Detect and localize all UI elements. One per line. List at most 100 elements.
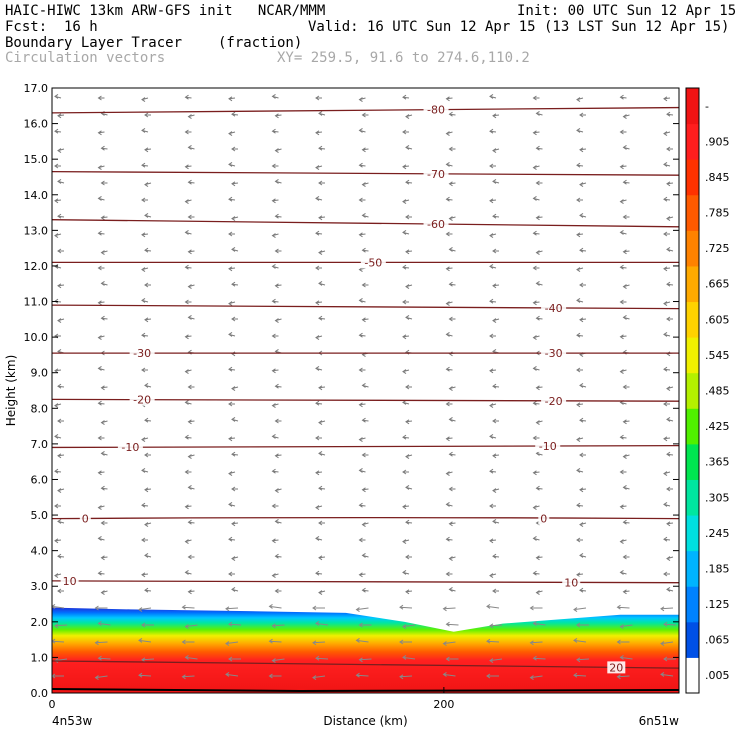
circulation-vector — [271, 538, 279, 544]
circulation-vector — [57, 488, 65, 494]
circulation-vector — [355, 607, 369, 613]
circulation-vector — [225, 606, 239, 612]
circulation-vector — [405, 314, 413, 320]
circulation-vector — [663, 161, 671, 167]
circulation-vector — [445, 266, 453, 272]
circulation-vector — [576, 402, 584, 408]
colorbar-label: .545 — [705, 349, 730, 362]
circulation-vector — [489, 538, 497, 544]
circulation-vector — [532, 620, 546, 626]
circulation-vector — [184, 624, 198, 630]
circulation-vector — [622, 384, 630, 390]
circulation-vector — [619, 164, 627, 170]
circulation-vector — [100, 145, 108, 151]
circulation-vector — [402, 369, 410, 375]
circulation-vector — [445, 231, 453, 237]
colorbar-swatch — [686, 657, 699, 694]
circulation-vector — [271, 403, 279, 409]
circulation-vector — [274, 213, 282, 219]
isotherm-label: -10 — [539, 440, 557, 453]
circulation-vector — [622, 454, 630, 460]
circulation-vector — [576, 162, 584, 168]
circulation-vector — [315, 365, 323, 371]
circulation-vector — [445, 501, 453, 507]
circulation-vector — [141, 127, 149, 133]
circulation-vector — [448, 111, 456, 117]
circulation-vector — [622, 484, 630, 490]
circulation-vector — [57, 588, 64, 594]
circulation-vector — [228, 401, 235, 407]
circulation-vector — [361, 587, 369, 593]
circulation-vector — [228, 301, 236, 307]
y-tick-label: 17.0 — [24, 82, 49, 95]
circulation-vector — [141, 572, 149, 578]
colorbar-label: .845 — [705, 171, 730, 184]
circulation-vector — [663, 621, 677, 627]
circulation-vector — [100, 520, 108, 526]
circulation-vector — [405, 589, 413, 595]
circulation-vector — [445, 621, 459, 627]
circulation-vector — [492, 318, 500, 324]
circulation-vector — [402, 299, 409, 305]
circulation-vector — [54, 623, 68, 629]
circulation-vector — [492, 148, 500, 154]
circulation-vector — [622, 179, 630, 185]
circulation-vector — [663, 436, 671, 442]
colorbar-swatch — [686, 372, 699, 409]
circulation-vector — [315, 620, 329, 626]
y-tick-label: 4.0 — [31, 545, 49, 558]
circulation-vector — [274, 113, 282, 119]
circulation-vector — [445, 401, 453, 407]
circulation-vector — [445, 131, 453, 137]
circulation-vector — [663, 301, 671, 307]
circulation-vector — [231, 486, 238, 492]
circulation-vector — [576, 127, 584, 133]
circulation-vector — [231, 521, 239, 527]
circulation-vector — [622, 314, 630, 320]
circulation-vector — [445, 96, 453, 102]
circulation-vector — [184, 399, 192, 405]
y-tick-label: 7.0 — [31, 438, 49, 451]
circulation-vector — [663, 656, 676, 662]
circulation-vector — [361, 112, 369, 118]
circulation-vector — [315, 470, 323, 476]
circulation-vector — [492, 588, 499, 594]
circulation-vector — [231, 351, 239, 357]
circulation-vector — [402, 94, 410, 100]
circulation-vector — [318, 315, 326, 321]
circulation-vector — [358, 297, 366, 303]
circulation-vector — [274, 283, 282, 289]
circulation-vector — [57, 178, 65, 184]
circulation-vector — [663, 401, 670, 407]
circulation-vector — [448, 451, 456, 457]
circulation-vector — [97, 620, 111, 626]
circulation-vector — [448, 586, 456, 592]
circulation-vector — [619, 199, 627, 205]
circulation-vector — [318, 420, 326, 426]
circulation-vector — [489, 403, 497, 409]
circulation-vector — [616, 674, 630, 680]
circulation-vector — [489, 503, 496, 509]
circulation-vector — [57, 418, 64, 424]
x-right-endpoint: 6n51w — [639, 714, 680, 728]
circulation-vector — [622, 214, 630, 220]
circulation-vector — [141, 622, 154, 628]
circulation-vector — [445, 301, 453, 307]
circulation-vector — [532, 470, 540, 476]
circulation-vector — [100, 215, 108, 221]
circulation-vector — [532, 535, 540, 541]
circulation-vector — [535, 250, 543, 256]
circulation-vector — [144, 522, 152, 528]
circulation-vector — [358, 162, 366, 168]
circulation-vector — [579, 212, 587, 218]
circulation-vector — [315, 505, 323, 511]
circulation-vector — [268, 603, 282, 609]
circulation-vector — [54, 128, 62, 134]
circulation-vector — [535, 420, 543, 426]
circulation-vector — [666, 246, 674, 252]
circulation-vector — [228, 131, 236, 137]
circulation-vector — [228, 266, 236, 272]
circulation-vector — [660, 641, 674, 647]
circulation-vector — [144, 452, 151, 458]
circulation-vector — [405, 249, 413, 255]
